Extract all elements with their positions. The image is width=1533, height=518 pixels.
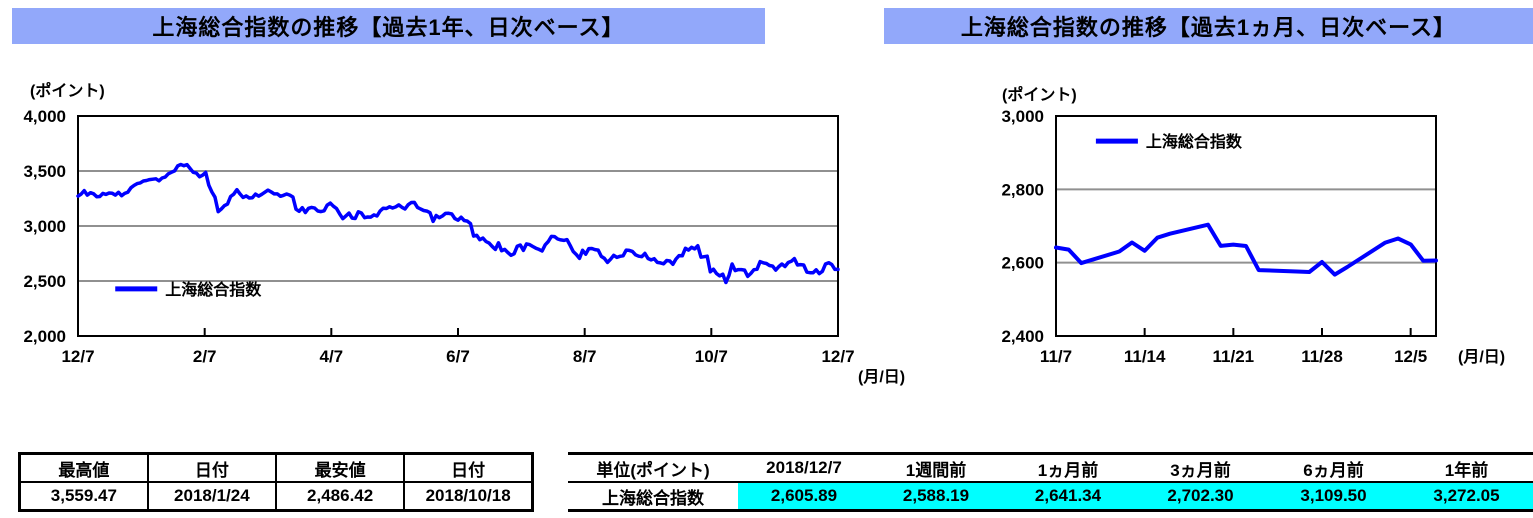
x-tick-label: 4/7 [319,347,343,366]
x-unit-label: (月/日) [858,368,905,386]
low-date-header: 日付 [403,452,534,483]
six-months-ago-cell: 3,109.50 [1267,482,1400,511]
high-value-header: 最高値 [18,452,149,483]
summary-value-row: 上海総合指数 2,605.89 2,588.19 2,641.34 2,702.… [568,482,1533,511]
y-unit-label: (ポイント) [1002,85,1077,104]
low-value-header: 最安値 [274,452,406,483]
y-tick-label: 3,000 [1001,107,1044,126]
unit-header: 単位(ポイント) [568,453,738,483]
one-week-ago-cell: 2,588.19 [870,482,1002,511]
legend-label: 上海総合指数 [1146,132,1243,151]
y-tick-label: 2,800 [1001,180,1044,199]
summary-header-row: 単位(ポイント) 2018/12/7 1週間前 1ヵ月前 3ヵ月前 6ヵ月前 1… [568,453,1533,483]
high-value-cell: 3,559.47 [18,481,149,512]
x-tick-label: 8/7 [573,347,597,366]
high-low-table: 最高値 日付 最安値 日付 3,559.47 2018/1/24 2,486.4… [18,452,534,512]
legend-label: 上海総合指数 [165,280,262,299]
x-tick-label: 12/5 [1394,347,1427,366]
y-tick-label: 3,500 [23,162,66,181]
series-line [76,162,840,285]
high-low-header-row: 最高値 日付 最安値 日付 [18,452,534,483]
summary-table: 単位(ポイント) 2018/12/7 1週間前 1ヵ月前 3ヵ月前 6ヵ月前 1… [568,452,1533,512]
y-tick-label: 2,500 [23,272,66,291]
year-chart-title: 上海総合指数の推移【過去1年、日次ベース】 [12,8,765,44]
x-tick-label: 11/7 [1040,347,1072,366]
y-tick-label: 2,600 [1001,254,1044,273]
three-months-ago-header: 3ヵ月前 [1134,453,1267,483]
x-tick-label: 12/7 [821,347,854,366]
y-tick-label: 2,000 [23,327,66,346]
high-date-header: 日付 [146,452,278,483]
low-date-cell: 2018/10/18 [403,481,534,512]
x-tick-label: 11/21 [1213,347,1255,366]
x-tick-label: 11/28 [1301,347,1343,366]
month-chart-title: 上海総合指数の推移【過去1ヵ月、日次ベース】 [884,8,1533,44]
x-tick-label: 2/7 [193,347,217,366]
three-months-ago-cell: 2,702.30 [1134,482,1267,511]
high-low-value-row: 3,559.47 2018/1/24 2,486.42 2018/10/18 [18,481,534,512]
x-unit-label: (月/日) [1458,348,1505,366]
y-tick-label: 2,400 [1001,327,1044,346]
y-tick-label: 4,000 [23,107,66,126]
y-unit-label: (ポイント) [30,81,105,100]
x-tick-label: 12/7 [61,347,94,366]
year-chart: 12/7 2/7 4/7 6/7 8/7 10/7 12/72,0002,5003,0003… [23,81,905,386]
low-value-cell: 2,486.42 [274,481,406,512]
one-year-ago-header: 1年前 [1400,453,1533,483]
high-date-cell: 2018/1/24 [146,481,278,512]
one-year-ago-cell: 3,272.05 [1400,482,1533,511]
six-months-ago-header: 6ヵ月前 [1267,453,1400,483]
one-month-ago-header: 1ヵ月前 [1002,453,1134,483]
y-tick-label: 3,000 [23,217,66,236]
x-tick-label: 10/7 [695,347,728,366]
x-tick-label: 6/7 [446,347,470,366]
one-week-ago-header: 1週間前 [870,453,1002,483]
series-line [1054,222,1438,277]
latest-date-header: 2018/12/7 [738,453,870,483]
one-month-ago-cell: 2,641.34 [1002,482,1134,511]
index-name-cell: 上海総合指数 [602,488,704,508]
plot-border [1055,115,1437,337]
x-tick-label: 11/14 [1124,347,1166,366]
latest-value-cell: 2,605.89 [738,482,870,511]
month-chart: 11/7 11/14 11/21 11/28 12/5 2,400 2,600 2,800 3,… [1001,85,1505,366]
